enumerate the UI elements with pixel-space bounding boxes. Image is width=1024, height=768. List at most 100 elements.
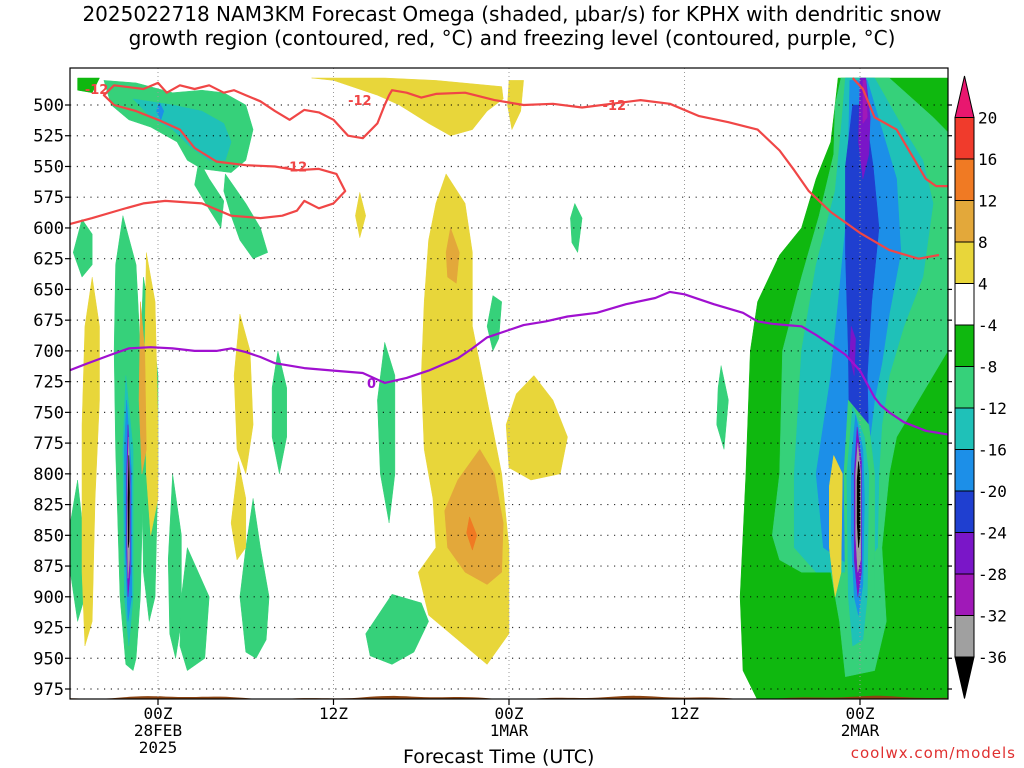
x-tick-label: 00Z bbox=[144, 704, 173, 723]
omega-region-3 bbox=[132, 98, 232, 161]
colorbar-label: -28 bbox=[978, 565, 1007, 584]
x-tick-label: 12Z bbox=[670, 704, 699, 723]
colorbar-label: -32 bbox=[978, 607, 1007, 626]
omega-region-48 bbox=[466, 516, 478, 551]
contour-label-2-0: 0 bbox=[367, 377, 376, 392]
x-tick-label: 1MAR bbox=[490, 721, 529, 740]
y-tick-label: 525 bbox=[33, 127, 64, 147]
y-tick-label: 925 bbox=[33, 619, 64, 639]
omega-region-1 bbox=[72, 219, 93, 278]
colorbar-bin-12 bbox=[954, 573, 975, 616]
y-tick-label: 600 bbox=[33, 219, 64, 239]
y-tick-label: 575 bbox=[33, 188, 64, 208]
omega-region-55 bbox=[230, 461, 247, 561]
omega-region-20 bbox=[377, 342, 396, 524]
omega-region-6 bbox=[194, 160, 225, 229]
omega-region-44 bbox=[355, 192, 366, 239]
colorbar-bin-13 bbox=[954, 615, 975, 658]
colorbar-label: -16 bbox=[978, 441, 1007, 460]
omega-region-0 bbox=[47, 173, 66, 253]
colorbar-bin-5 bbox=[954, 283, 975, 326]
omega-region-27 bbox=[77, 77, 100, 93]
omega-region-12 bbox=[127, 455, 130, 548]
colorbar-bottom-arrow bbox=[954, 656, 975, 699]
colorbar-label: 12 bbox=[978, 192, 997, 211]
y-tick-label: 675 bbox=[33, 311, 64, 331]
x-tick-label: 28FEB bbox=[134, 721, 182, 740]
colorbar-bin-10 bbox=[954, 490, 975, 533]
colorbar-bin-11 bbox=[954, 532, 975, 575]
omega-region-56 bbox=[829, 455, 843, 598]
colorbar-bin-8 bbox=[954, 407, 975, 450]
y-tick-label: 800 bbox=[33, 465, 64, 485]
colorbar-label: 8 bbox=[978, 233, 988, 252]
contour-lines: -12 -12 -12 -12 0 bbox=[70, 77, 948, 436]
colorbar-label: 20 bbox=[978, 109, 997, 128]
omega-region-46 bbox=[445, 227, 460, 284]
contour-line-0 bbox=[70, 81, 940, 260]
x-tick-label: 00Z bbox=[495, 704, 524, 723]
omega-region-14 bbox=[167, 473, 182, 659]
y-tick-label: 500 bbox=[33, 96, 64, 116]
contour-line-1 bbox=[851, 77, 948, 188]
x-tick-label: 00Z bbox=[846, 704, 875, 723]
omega-region-52 bbox=[138, 301, 147, 475]
terrain-fill bbox=[70, 695, 948, 699]
chart-title-line-1: 2025022718 NAM3KM Forecast Omega (shaded… bbox=[82, 2, 942, 26]
omega-shading bbox=[4, 77, 1006, 699]
y-tick-label: 725 bbox=[33, 373, 64, 393]
y-tick-label: 875 bbox=[33, 557, 64, 577]
omega-region-47 bbox=[444, 449, 504, 585]
omega-region-45 bbox=[418, 173, 510, 665]
colorbar-bin-2 bbox=[954, 158, 975, 201]
colorbar-bin-1 bbox=[954, 117, 975, 160]
y-tick-label: 550 bbox=[33, 157, 64, 177]
credit-link[interactable]: coolwx.com/models bbox=[850, 744, 1016, 762]
omega-region-22 bbox=[486, 295, 502, 352]
y-tick-label: 900 bbox=[33, 588, 64, 608]
y-tick-label: 650 bbox=[33, 280, 64, 300]
omega-region-33 bbox=[858, 77, 871, 180]
colorbar-bin-6 bbox=[954, 324, 975, 367]
chart-title-line-2: growth region (contoured, red, °C) and f… bbox=[128, 26, 896, 50]
omega-region-19 bbox=[271, 350, 287, 475]
y-tick-label: 700 bbox=[33, 342, 64, 362]
y-axis: 500 525 550 575 600 625 650 675 700 725 750 775 800 8… bbox=[33, 96, 952, 700]
contour-line-2 bbox=[70, 290, 948, 436]
contour-label-0-1: -12 bbox=[284, 160, 308, 175]
colorbar-bin-3 bbox=[954, 200, 975, 243]
x-tick-label: 2025 bbox=[139, 738, 178, 757]
colorbar-bin-9 bbox=[954, 449, 975, 492]
omega-region-16 bbox=[239, 498, 270, 659]
contour-label-0-0: -12 bbox=[85, 83, 109, 98]
omega-region-53 bbox=[233, 313, 254, 475]
omega-region-26 bbox=[4, 78, 26, 111]
omega-region-50 bbox=[81, 276, 100, 647]
omega-region-49 bbox=[505, 375, 568, 481]
omega-region-24 bbox=[716, 365, 729, 450]
colorbar-label: -20 bbox=[978, 482, 1007, 501]
colorbar: 20 16 12 8 4 -4 -8 -12 -16 -20 -24 -28 -32 -36 bbox=[954, 75, 1007, 699]
y-tick-label: 625 bbox=[33, 250, 64, 270]
omega-region-15 bbox=[179, 547, 210, 671]
y-tick-label: 775 bbox=[33, 434, 64, 454]
y-tick-label: 975 bbox=[33, 680, 64, 700]
colorbar-bin-7 bbox=[954, 366, 975, 409]
y-tick-label: 825 bbox=[33, 496, 64, 516]
omega-region-43 bbox=[507, 80, 524, 130]
contour-label-0-3: -12 bbox=[603, 99, 627, 114]
colorbar-label: -24 bbox=[978, 524, 1007, 543]
x-tick-label: 12Z bbox=[319, 704, 348, 723]
colorbar-label: 16 bbox=[978, 150, 997, 169]
omega-region-57 bbox=[999, 78, 1006, 179]
omega-region-21 bbox=[365, 594, 429, 665]
colorbar-label: 4 bbox=[978, 275, 988, 294]
y-tick-label: 850 bbox=[33, 526, 64, 546]
omega-region-23 bbox=[570, 203, 583, 253]
y-tick-label: 750 bbox=[33, 403, 64, 423]
colorbar-label: -36 bbox=[978, 648, 1007, 667]
x-tick-label: 2MAR bbox=[841, 721, 880, 740]
contour-label-0-2: -12 bbox=[348, 94, 372, 109]
